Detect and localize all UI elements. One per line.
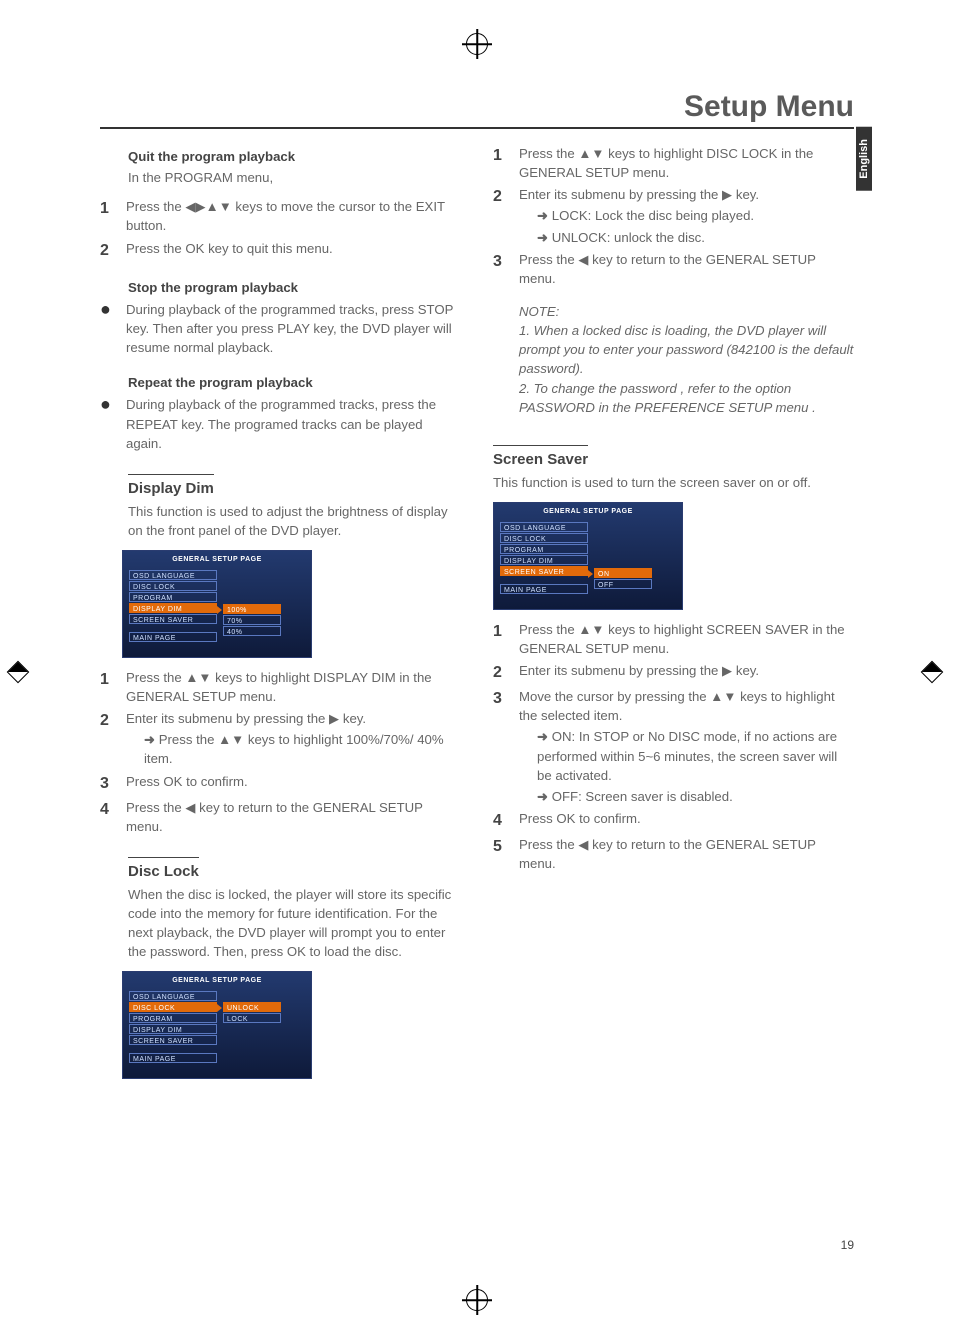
step-text: Press the OK key to quit this menu.	[126, 239, 461, 262]
menu-option-highlighted: 100%	[223, 604, 281, 614]
step-text: Press the ▲▼ keys to highlight DISC LOCK…	[519, 144, 854, 182]
text-display-dim-intro: This function is used to adjust the brig…	[128, 502, 461, 540]
step-number: 1	[493, 620, 509, 658]
text-quit-intro: In the PROGRAM menu,	[128, 168, 461, 187]
menu-screenshot-display-dim: GENERAL SETUP PAGE OSD LANGUAGE DISC LOC…	[122, 550, 312, 658]
menu-option: 70%	[223, 615, 281, 625]
bullet-icon: ●	[100, 395, 116, 452]
step-text: Press the ◀ key to return to the GENERAL…	[519, 835, 854, 873]
menu-option-highlighted: ON	[594, 568, 652, 578]
step-text: Press OK to confirm.	[126, 772, 461, 795]
menu-item-highlighted: DISPLAY DIM	[129, 603, 217, 613]
menu-item: SCREEN SAVER	[129, 614, 217, 624]
step-number: 4	[100, 798, 116, 836]
step-number: 2	[493, 661, 509, 684]
cursor-icon	[217, 1004, 222, 1012]
step-number: 2	[100, 709, 116, 768]
page-number: 19	[841, 1238, 854, 1252]
note-label: NOTE:	[519, 302, 854, 321]
crop-mark-bottom	[466, 1286, 488, 1312]
menu-item: OSD LANGUAGE	[500, 522, 588, 532]
sub-step-text: Press the ▲▼ keys to highlight 100%/70%/…	[144, 732, 444, 766]
menu-item: OSD LANGUAGE	[129, 991, 217, 1001]
bullet-text: During playback of the programmed tracks…	[126, 300, 461, 357]
step-text: Press the ◀▶▲▼ keys to move the cursor t…	[126, 197, 461, 235]
heading-repeat-playback: Repeat the program playback	[128, 373, 461, 392]
right-column: 1 Press the ▲▼ keys to highlight DISC LOC…	[493, 141, 854, 1089]
menu-screenshot-disc-lock: GENERAL SETUP PAGE OSD LANGUAGE DISC LOC…	[122, 971, 312, 1079]
step-number: 1	[493, 144, 509, 182]
step-text: Enter its submenu by pressing the ▶ key.…	[519, 185, 854, 246]
step-number: 3	[493, 687, 509, 806]
section-disc-lock: Disc Lock	[128, 857, 199, 883]
menu-item: DISPLAY DIM	[500, 555, 588, 565]
page-title: Setup Menu	[100, 90, 854, 124]
section-screen-saver: Screen Saver	[493, 445, 588, 471]
menu-title: GENERAL SETUP PAGE	[123, 555, 311, 565]
menu-item: PROGRAM	[129, 592, 217, 602]
cursor-icon	[588, 570, 593, 578]
step-text: Press the ▲▼ keys to highlight SCREEN SA…	[519, 620, 854, 658]
menu-item: DISC LOCK	[500, 533, 588, 543]
arrow-icon: ➜	[537, 230, 548, 245]
heading-stop-playback: Stop the program playback	[128, 278, 461, 297]
section-display-dim: Display Dim	[128, 474, 214, 500]
arrow-icon: ➜	[537, 789, 548, 804]
left-column: Quit the program playback In the PROGRAM…	[100, 141, 461, 1089]
crop-mark-right	[924, 658, 940, 684]
arrow-icon: ➜	[537, 729, 548, 744]
menu-title: GENERAL SETUP PAGE	[494, 507, 682, 517]
bullet-icon: ●	[100, 300, 116, 357]
step-text: Press OK to confirm.	[519, 809, 854, 832]
note-text: 1. When a locked disc is loading, the DV…	[519, 321, 854, 378]
menu-item: PROGRAM	[500, 544, 588, 554]
sub-step-text: UNLOCK: unlock the disc.	[552, 230, 705, 245]
arrow-icon: ➜	[537, 208, 548, 223]
step-text: Press the ◀ key to return to the GENERAL…	[126, 798, 461, 836]
step-text: Press the ◀ key to return to the GENERAL…	[519, 250, 854, 288]
menu-screenshot-screen-saver: GENERAL SETUP PAGE OSD LANGUAGE DISC LOC…	[493, 502, 683, 610]
menu-title: GENERAL SETUP PAGE	[123, 976, 311, 986]
menu-item: SCREEN SAVER	[129, 1035, 217, 1045]
text-disc-lock-intro: When the disc is locked, the player will…	[128, 885, 461, 962]
step-number: 2	[100, 239, 116, 262]
menu-item: MAIN PAGE	[129, 632, 217, 642]
sub-step-text: LOCK: Lock the disc being played.	[552, 208, 754, 223]
step-number: 1	[100, 197, 116, 235]
crop-mark-top	[466, 30, 488, 56]
text-screen-saver-intro: This function is used to turn the screen…	[493, 473, 854, 492]
step-number: 2	[493, 185, 509, 246]
menu-item-highlighted: DISC LOCK	[129, 1002, 217, 1012]
arrow-icon: ➜	[144, 732, 155, 747]
step-text: Enter its submenu by pressing the ▶ key.…	[126, 709, 461, 768]
language-tab: English	[856, 127, 872, 191]
menu-item: MAIN PAGE	[500, 584, 588, 594]
bullet-text: During playback of the programmed tracks…	[126, 395, 461, 452]
heading-quit-playback: Quit the program playback	[128, 147, 461, 166]
menu-option-highlighted: UNLOCK	[223, 1002, 281, 1012]
note-text: 2. To change the password , refer to the…	[519, 379, 854, 417]
step-text: Enter its submenu by pressing the ▶ key.	[519, 661, 854, 684]
step-number: 3	[100, 772, 116, 795]
sub-step-text: OFF: Screen saver is disabled.	[552, 789, 733, 804]
step-text: Press the ▲▼ keys to highlight DISPLAY D…	[126, 668, 461, 706]
menu-item: MAIN PAGE	[129, 1053, 217, 1063]
menu-item: DISC LOCK	[129, 581, 217, 591]
menu-option: 40%	[223, 626, 281, 636]
menu-item: PROGRAM	[129, 1013, 217, 1023]
cursor-icon	[217, 606, 222, 614]
menu-item: DISPLAY DIM	[129, 1024, 217, 1034]
menu-item-highlighted: SCREEN SAVER	[500, 566, 588, 576]
menu-option: LOCK	[223, 1013, 281, 1023]
step-number: 1	[100, 668, 116, 706]
crop-mark-left	[10, 658, 26, 684]
sub-step-text: ON: In STOP or No DISC mode, if no actio…	[537, 729, 837, 782]
step-number: 3	[493, 250, 509, 288]
step-text: Move the cursor by pressing the ▲▼ keys …	[519, 687, 854, 806]
step-number: 4	[493, 809, 509, 832]
menu-item: OSD LANGUAGE	[129, 570, 217, 580]
step-number: 5	[493, 835, 509, 873]
menu-option: OFF	[594, 579, 652, 589]
